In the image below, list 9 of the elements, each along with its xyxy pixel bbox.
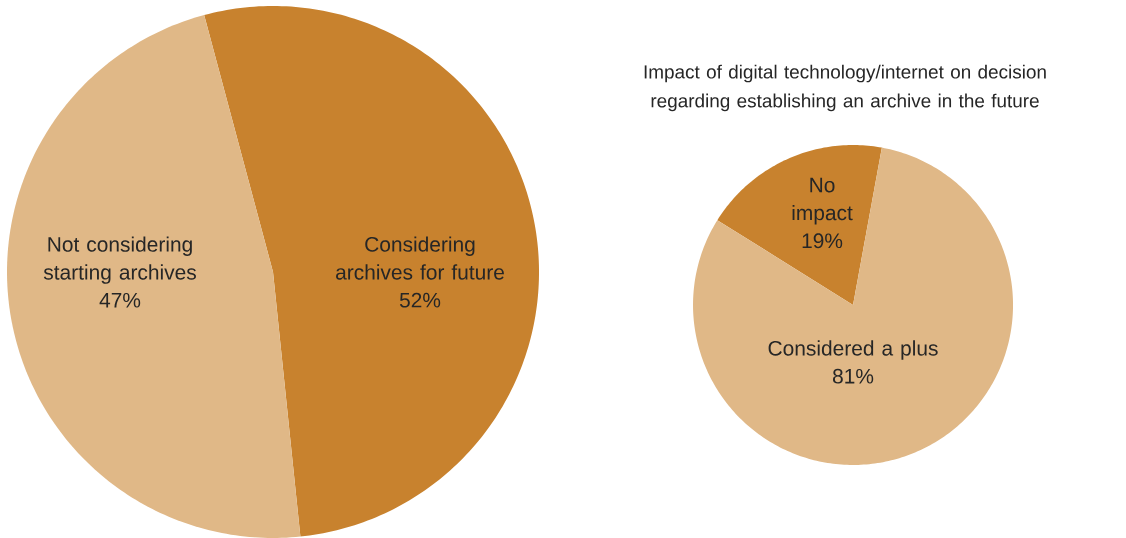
data-label: 19%	[802, 233, 843, 249]
slice-label: No impact	[792, 177, 853, 225]
slice-label: Not considering starting archives	[43, 236, 196, 284]
slice-label: Considered a plus	[768, 340, 938, 360]
chart-title: Impact of digital technology/internet on decision regarding establishing an archive in the future	[644, 64, 1046, 112]
data-label: 81%	[832, 368, 874, 384]
slice-label: Considering archives for future	[336, 236, 504, 280]
data-label: 47%	[99, 292, 141, 308]
data-label: 52%	[399, 292, 441, 308]
